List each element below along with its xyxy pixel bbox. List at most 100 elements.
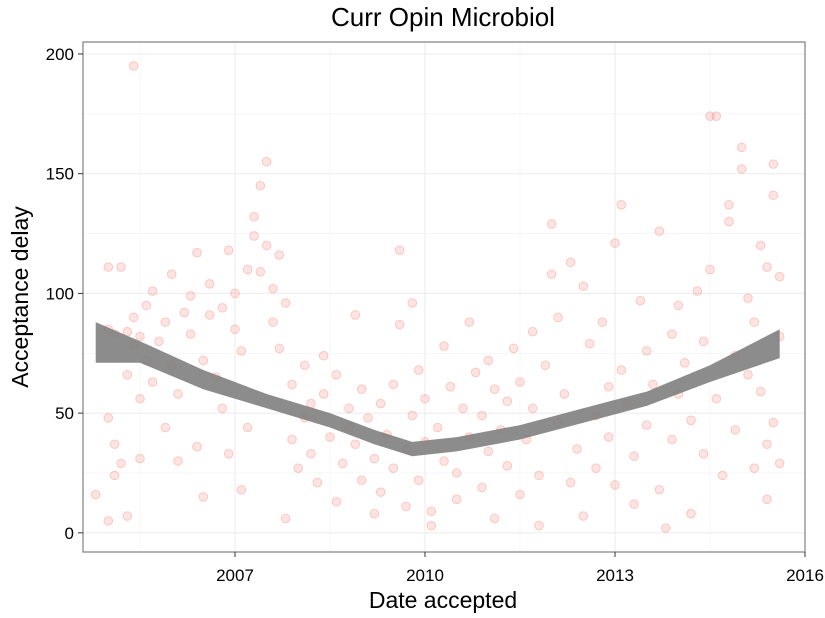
x-axis: 2007 2010 2013 2016 Date accepted <box>216 552 824 613</box>
data-point <box>337 458 348 469</box>
data-point <box>749 317 760 327</box>
data-point <box>116 458 126 469</box>
data-point <box>439 456 449 466</box>
data-point <box>559 389 570 399</box>
data-point <box>122 370 133 380</box>
data-point <box>249 211 259 222</box>
data-point <box>597 317 608 327</box>
data-point <box>204 310 215 320</box>
data-point <box>331 370 342 380</box>
data-point <box>331 496 342 507</box>
data-point <box>667 329 677 339</box>
data-point <box>578 281 589 292</box>
data-point <box>160 422 171 433</box>
data-point <box>173 456 183 466</box>
data-point <box>502 396 513 406</box>
data-point <box>673 300 684 311</box>
data-point <box>179 307 190 318</box>
data-point <box>477 410 487 421</box>
data-point <box>629 499 639 509</box>
data-point <box>616 200 627 210</box>
data-point <box>755 240 766 251</box>
y-axis: 0 50 100 150 200 Acceptance delay <box>7 45 83 543</box>
x-axis-ticks: 2007 2010 2013 2016 <box>216 552 824 585</box>
data-point <box>122 511 133 521</box>
data-point <box>711 111 722 122</box>
data-point <box>515 489 525 500</box>
data-point <box>268 283 278 294</box>
data-point <box>591 463 601 473</box>
data-point <box>648 379 658 390</box>
data-point <box>287 379 297 390</box>
data-point <box>192 441 202 452</box>
data-point <box>743 370 753 380</box>
data-point <box>698 336 709 347</box>
data-point <box>768 159 779 169</box>
data-point <box>470 367 481 378</box>
data-point <box>616 365 627 375</box>
data-point <box>774 458 785 469</box>
data-point <box>432 422 443 433</box>
data-point <box>135 393 145 404</box>
data-point <box>654 226 665 236</box>
data-point <box>135 453 145 464</box>
data-point <box>439 341 449 351</box>
data-point <box>572 444 582 454</box>
data-point <box>768 417 779 428</box>
data-point <box>743 293 753 303</box>
data-point <box>217 403 228 414</box>
data-point <box>527 403 538 414</box>
data-point <box>730 425 741 435</box>
data-point <box>755 386 766 397</box>
data-point <box>736 142 747 153</box>
x-tick-label: 2013 <box>596 566 634 585</box>
data-point <box>515 377 525 387</box>
data-point <box>223 449 234 459</box>
y-tick-label: 0 <box>65 524 74 543</box>
plot-panel-border <box>82 41 806 553</box>
data-point <box>705 264 715 275</box>
data-point <box>90 489 101 500</box>
data-point <box>363 413 373 423</box>
data-point <box>236 346 247 356</box>
data-point <box>128 61 139 71</box>
x-axis-label: Date accepted <box>369 587 517 613</box>
data-point <box>274 343 285 354</box>
data-point <box>698 449 709 459</box>
data-point <box>198 492 209 502</box>
chart-title: Curr Opin Microbiol <box>331 2 555 32</box>
data-point <box>356 475 367 485</box>
data-point <box>565 477 576 488</box>
data-point <box>641 346 652 356</box>
x-tick-label: 2010 <box>406 566 444 585</box>
data-point <box>103 516 114 526</box>
data-point <box>692 286 703 296</box>
data-point <box>736 164 747 174</box>
data-point <box>280 513 291 524</box>
data-point <box>426 506 437 517</box>
data-point <box>312 477 323 488</box>
data-point <box>489 513 500 524</box>
data-point <box>375 398 386 409</box>
data-point <box>502 461 513 471</box>
data-point <box>128 312 139 323</box>
data-point <box>711 393 722 404</box>
data-point <box>198 355 209 366</box>
data-point <box>641 420 652 430</box>
data-point <box>185 329 196 339</box>
data-point <box>109 439 120 450</box>
data-point <box>318 350 329 361</box>
y-axis-label: Acceptance delay <box>7 206 33 388</box>
data-point <box>774 271 785 282</box>
data-point <box>147 286 158 296</box>
data-point <box>635 295 646 306</box>
data-point <box>160 317 171 327</box>
data-point <box>565 257 576 268</box>
data-point <box>192 247 202 258</box>
data-point <box>369 508 380 519</box>
data-point <box>204 279 215 289</box>
data-point <box>603 432 614 442</box>
data-point <box>762 262 772 272</box>
